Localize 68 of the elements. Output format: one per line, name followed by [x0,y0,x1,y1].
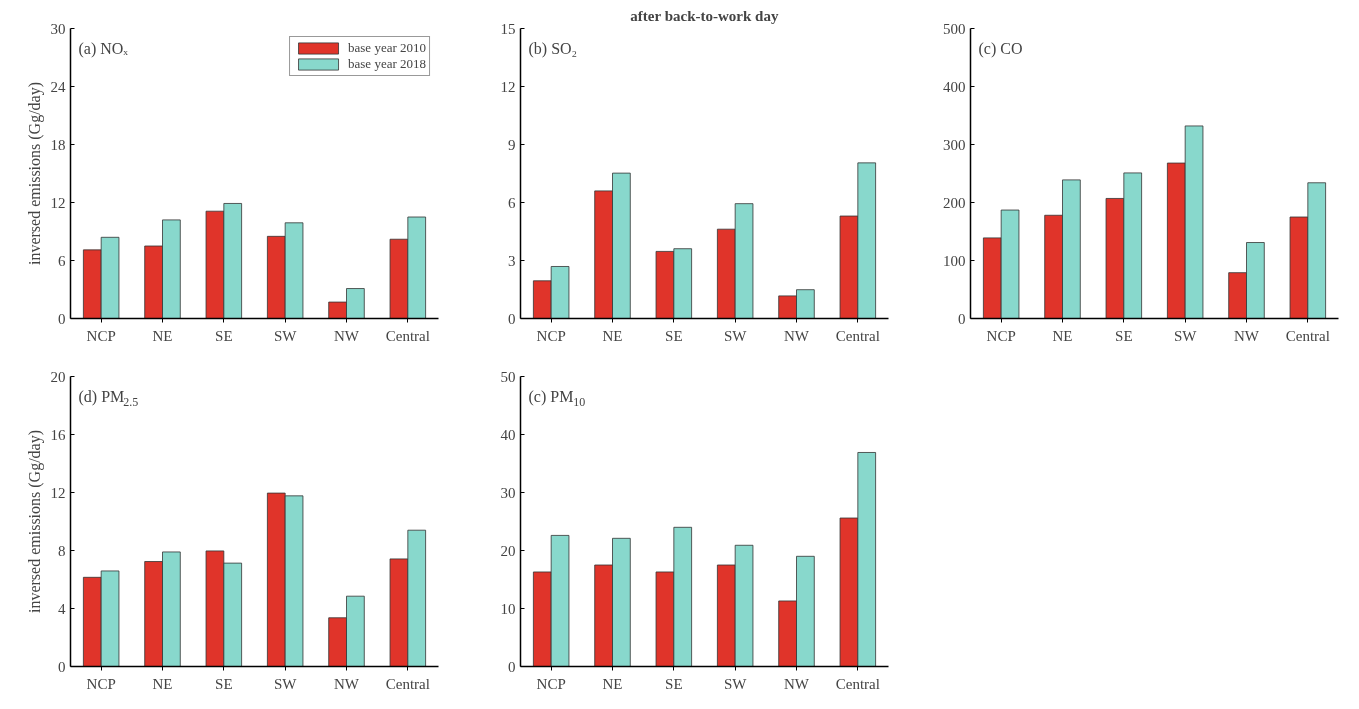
x-tick-label: NCP [86,327,116,344]
y-tick-label: 3 [508,252,516,269]
x-tick-label: NW [334,327,360,344]
y-tick-label: 50 [500,368,516,385]
y-tick-label: 100 [943,252,966,269]
x-tick-label: NCP [986,327,1016,344]
y-tick-label: 18 [50,136,66,153]
y-tick-label: 200 [943,194,966,211]
y-tick-label: 400 [943,78,966,95]
y-tick-label: 0 [58,310,66,327]
y-tick-label: 15 [500,20,516,37]
x-tick-label: NW [784,327,810,344]
x-tick-label: Central [385,675,430,692]
y-tick-label: 20 [50,368,66,385]
y-tick-label: 10 [500,600,516,617]
x-tick-label: SE [1115,327,1133,344]
x-tick-label: Central [835,327,880,344]
y-tick-label: 300 [943,136,966,153]
y-tick-label: 9 [508,136,516,153]
x-tick-label: NE [1052,327,1073,344]
x-tick-label: NCP [536,327,566,344]
y-tick-label: 8 [58,542,66,559]
y-tick-label: 0 [958,310,966,327]
x-tick-label: NE [602,675,623,692]
x-tick-label: SW [723,327,748,344]
annotation: (a) NOₓ [78,40,129,58]
y-tick-label: 0 [508,310,516,327]
y-tick-label: 24 [50,78,66,95]
y-tick-label: 30 [500,484,516,501]
x-tick-label: NCP [536,675,566,692]
x-tick-label: SW [723,675,748,692]
x-tick-label: SW [1173,327,1198,344]
x-tick-label: SE [215,327,233,344]
y-axis-title: inversed emissions (Gg/day) [25,429,44,614]
x-tick-label: NW [1234,327,1260,344]
annotation: (b) SO₂ [528,40,578,58]
y-tick-label: 6 [58,252,66,269]
y-tick-label: 0 [508,658,516,675]
x-tick-label: Central [835,675,880,692]
x-tick-label: SE [215,675,233,692]
x-tick-label: NE [152,327,173,344]
y-tick-label: 12 [50,194,66,211]
x-tick-label: NCP [86,675,116,692]
y-tick-label: 16 [50,426,66,443]
y-tick-label: 0 [58,658,66,675]
annotation: (c) CO [978,40,1023,58]
legend-label: base year 2018 [348,56,426,72]
y-tick-label: 30 [50,20,66,37]
x-tick-label: Central [385,327,430,344]
chart-title: after back-to-work day [630,7,779,24]
x-tick-label: NE [152,675,173,692]
x-tick-label: NW [334,675,360,692]
y-tick-label: 500 [943,20,966,37]
legend-label: base year 2010 [348,40,426,56]
y-tick-label: 12 [500,78,516,95]
x-tick-label: NW [784,675,810,692]
x-tick-label: SW [273,675,298,692]
y-tick-label: 6 [508,194,516,211]
x-tick-label: NE [602,327,623,344]
y-tick-label: 40 [500,426,516,443]
x-tick-label: SE [665,675,683,692]
y-tick-label: 4 [58,600,66,617]
x-tick-label: Central [1285,327,1330,344]
y-tick-label: 20 [500,542,516,559]
x-tick-label: SE [665,327,683,344]
y-tick-label: 12 [50,484,66,501]
x-tick-label: SW [273,327,298,344]
y-axis-title: inversed emissions (Gg/day) [25,81,44,266]
